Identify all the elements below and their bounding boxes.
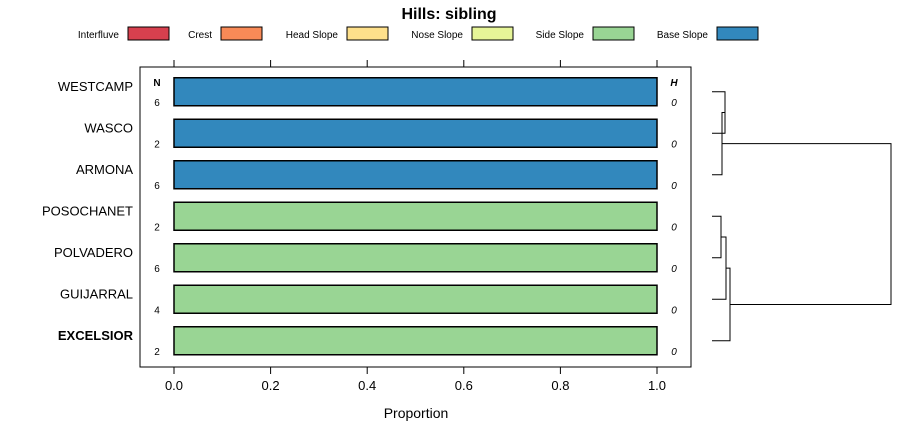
h-header: H xyxy=(670,78,678,89)
legend-swatch xyxy=(220,26,263,41)
legend-swatch xyxy=(127,26,170,41)
row-label: POLVADERO xyxy=(54,245,133,260)
row-label: ARMONA xyxy=(76,162,133,177)
bar-segment xyxy=(173,118,658,148)
row-label: WESTCAMP xyxy=(58,79,133,94)
legend-label: Base Slope xyxy=(657,30,709,41)
bar-segment xyxy=(173,201,658,231)
legend-swatch xyxy=(471,26,514,41)
x-tick-label: 0.6 xyxy=(455,378,473,393)
row-label: EXCELSIOR xyxy=(58,328,134,343)
x-tick-label: 0.2 xyxy=(262,378,280,393)
x-axis-title: Proportion xyxy=(384,405,449,421)
dendrogram-branch xyxy=(712,267,731,342)
legend: Interfluve Crest Head Slope Nose Slope Side … xyxy=(78,26,759,41)
legend-swatch xyxy=(346,26,389,41)
bar-segment xyxy=(173,77,658,107)
x-tick-label: 0.4 xyxy=(358,378,376,393)
legend-label: Crest xyxy=(188,30,212,41)
row-label: POSOCHANET xyxy=(42,203,133,218)
panel-border xyxy=(139,66,692,368)
n-value: 2 xyxy=(154,347,160,358)
legend-label: Head Slope xyxy=(286,30,339,41)
h-value: 0 xyxy=(671,222,677,233)
dendrogram xyxy=(712,91,892,342)
h-value: 0 xyxy=(671,181,677,192)
bar-segment xyxy=(173,326,658,356)
row-label: WASCO xyxy=(84,120,133,135)
n-value: 4 xyxy=(154,305,160,316)
h-value: 0 xyxy=(671,98,677,109)
legend-swatch xyxy=(716,26,759,41)
h-value: 0 xyxy=(671,305,677,316)
n-value: 6 xyxy=(154,181,160,192)
h-value: 0 xyxy=(671,264,677,275)
legend-label: Nose Slope xyxy=(411,30,463,41)
bar-segment xyxy=(173,160,658,190)
n-value: 2 xyxy=(154,139,160,150)
row-labels: WESTCAMP 6 0 WASCO 2 0 ARMONA 6 0 POSOCHANET 2 0 POL… xyxy=(42,79,677,358)
bar-segment xyxy=(173,243,658,273)
x-axis: 0.0 0.2 0.4 0.6 0.8 1.0 xyxy=(165,60,666,393)
dendrogram-branch xyxy=(722,143,892,305)
h-value: 0 xyxy=(671,347,677,358)
x-tick-label: 0.8 xyxy=(551,378,569,393)
h-value: 0 xyxy=(671,139,677,150)
n-header: N xyxy=(153,78,160,89)
n-value: 2 xyxy=(154,222,160,233)
chart-title: Hills: sibling xyxy=(401,6,496,23)
n-value: 6 xyxy=(154,98,160,109)
legend-label: Interfluve xyxy=(78,30,120,41)
x-tick-label: 1.0 xyxy=(648,378,666,393)
row-label: GUIJARRAL xyxy=(60,286,133,301)
bar-segment xyxy=(173,284,658,314)
dendrogram-branch xyxy=(712,215,722,259)
bars xyxy=(173,77,658,356)
legend-swatch xyxy=(592,26,635,41)
x-tick-label: 0.0 xyxy=(165,378,183,393)
n-value: 6 xyxy=(154,264,160,275)
dendrogram-branch xyxy=(712,236,727,300)
legend-label: Side Slope xyxy=(536,30,585,41)
